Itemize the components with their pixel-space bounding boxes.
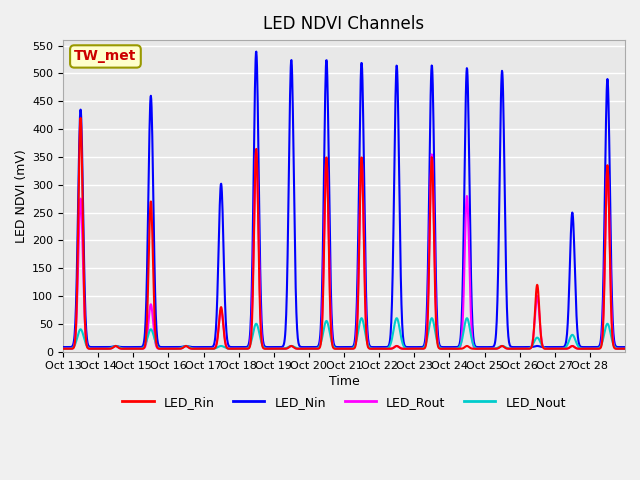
LED_Nin bbox=[70, 340, 77, 346]
Y-axis label: LED NDVI (mV): LED NDVI (mV) bbox=[15, 149, 28, 243]
LED_Rin bbox=[481, 346, 488, 352]
LED_Rout bbox=[165, 346, 173, 352]
LED_Nin bbox=[160, 344, 168, 350]
LED_Nout bbox=[347, 346, 355, 351]
LED_Nout bbox=[314, 346, 321, 351]
LED_Rin bbox=[586, 346, 593, 352]
LED_Nout bbox=[447, 346, 454, 352]
LED_Nout bbox=[586, 346, 593, 352]
LED_Rin bbox=[59, 346, 67, 352]
LED_Nout bbox=[200, 346, 207, 352]
LED_Rout bbox=[348, 346, 355, 352]
LED_Rout bbox=[252, 149, 260, 155]
LED_Rin bbox=[70, 345, 77, 351]
LED_Nout bbox=[463, 315, 470, 321]
LED_Rout bbox=[621, 346, 629, 352]
LED_Nout bbox=[160, 346, 168, 352]
LED_Nin bbox=[347, 344, 355, 350]
LED_Nin bbox=[621, 344, 629, 350]
LED_Nout bbox=[59, 346, 67, 352]
Text: TW_met: TW_met bbox=[74, 49, 136, 63]
LED_Nin bbox=[252, 48, 260, 54]
Line: LED_Nin: LED_Nin bbox=[63, 51, 625, 347]
LED_Rout bbox=[160, 346, 168, 352]
LED_Nin bbox=[314, 344, 321, 349]
LED_Rin bbox=[160, 346, 168, 352]
LED_Nin bbox=[550, 344, 558, 350]
LED_Nin bbox=[59, 344, 67, 350]
LED_Rin bbox=[621, 346, 629, 352]
LED_Rout bbox=[70, 345, 77, 350]
LED_Rin bbox=[447, 346, 454, 352]
Line: LED_Rout: LED_Rout bbox=[63, 152, 625, 349]
LED_Rout bbox=[586, 346, 593, 352]
LED_Rout bbox=[59, 346, 67, 352]
LED_Nout bbox=[70, 344, 77, 350]
LED_Rin bbox=[77, 115, 84, 121]
LED_Nin bbox=[586, 344, 593, 350]
Line: LED_Rin: LED_Rin bbox=[63, 118, 625, 349]
LED_Rin bbox=[347, 346, 355, 352]
LED_Nin bbox=[447, 344, 454, 350]
LED_Rout bbox=[314, 346, 322, 351]
X-axis label: Time: Time bbox=[328, 375, 360, 388]
LED_Rout bbox=[447, 346, 455, 352]
LED_Rin bbox=[314, 346, 321, 352]
Line: LED_Nout: LED_Nout bbox=[63, 318, 625, 349]
Title: LED NDVI Channels: LED NDVI Channels bbox=[264, 15, 424, 33]
Legend: LED_Rin, LED_Nin, LED_Rout, LED_Nout: LED_Rin, LED_Nin, LED_Rout, LED_Nout bbox=[117, 391, 571, 414]
LED_Nout bbox=[621, 346, 629, 352]
